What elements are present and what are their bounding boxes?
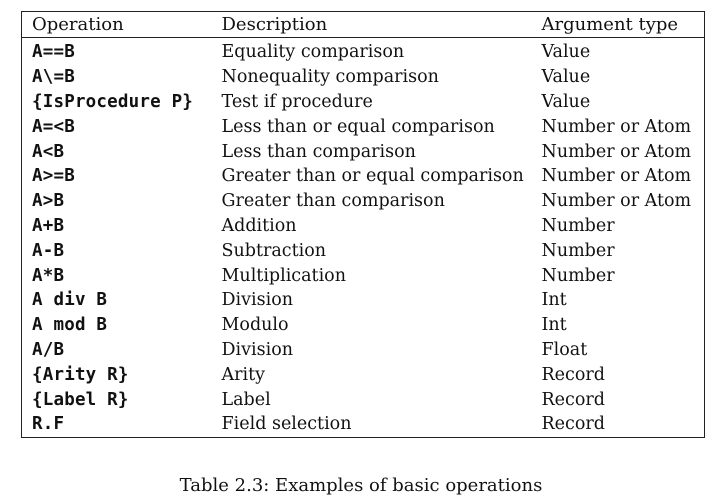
operation-cell: A>B (32, 191, 65, 212)
argument-type-cell: Record (541, 364, 605, 385)
description-cell: Field selection (221, 414, 352, 435)
argument-type-cell: Record (541, 389, 605, 410)
argument-type-cell: Number or Atom (541, 166, 692, 187)
argument-type-cell: Value (541, 91, 591, 112)
description-cell: Addition (221, 215, 297, 236)
column-header-operation: Operation (21, 11, 212, 38)
argument-type-cell: Record (541, 414, 605, 435)
table-row: A mod B Modulo Int (22, 313, 705, 338)
argument-type-cell: Number or Atom (541, 141, 692, 162)
operation-cell: A\=B (32, 67, 75, 88)
argument-type-cell: Number (541, 265, 615, 286)
argument-type-cell: Float (541, 339, 588, 360)
description-cell: Nonequality comparison (221, 67, 439, 88)
description-cell: Less than or equal comparison (221, 116, 495, 137)
table-row: A>=B Greater than or equal comparison Nu… (22, 164, 705, 189)
operation-cell: R.F (32, 414, 65, 435)
operation-cell: {Label R} (32, 389, 129, 410)
table-row: {Arity R} Arity Record (22, 362, 705, 387)
table-row: {IsProcedure P} Test if procedure Value (22, 90, 705, 115)
table-row: A>B Greater than comparison Number or At… (22, 189, 705, 214)
argument-type-cell: Number (541, 240, 615, 261)
description-cell: Greater than comparison (221, 191, 445, 212)
table-header-row: Operation Description Argument type (21, 11, 705, 38)
table-row: A div B Division Int (22, 288, 705, 313)
table-row: A==B Equality comparison Value (22, 38, 705, 65)
operation-cell: A+B (32, 215, 65, 236)
operation-cell: A*B (32, 265, 65, 286)
table-row: A*B Multiplication Number (22, 263, 705, 288)
operation-cell: A=<B (32, 116, 75, 137)
table-row: {Label R} Label Record (22, 387, 705, 412)
description-cell: Greater than or equal comparison (221, 166, 524, 187)
table-caption: Table 2.3: Examples of basic operations (179, 475, 543, 496)
basic-operations-table: Operation Description Argument type A==B… (21, 11, 705, 438)
table-row: A=<B Less than or equal comparison Numbe… (22, 114, 705, 139)
argument-type-cell: Value (541, 67, 591, 88)
argument-type-cell: Int (541, 315, 567, 336)
argument-type-cell: Number (541, 215, 615, 236)
description-cell: Arity (221, 364, 266, 385)
table-row: A\=B Nonequality comparison Value (22, 65, 705, 90)
argument-type-cell: Number or Atom (541, 116, 692, 137)
column-header-argument-type: Argument type (531, 11, 705, 38)
table-row: A-B Subtraction Number (22, 238, 705, 263)
operation-cell: {IsProcedure P} (32, 91, 194, 112)
table-row: A+B Addition Number (22, 214, 705, 239)
description-cell: Multiplication (221, 265, 346, 286)
table-row: A<B Less than comparison Number or Atom (22, 139, 705, 164)
description-cell: Division (221, 339, 294, 360)
operation-cell: {Arity R} (32, 364, 129, 385)
operation-cell: A-B (32, 240, 65, 261)
description-cell: Less than comparison (221, 141, 416, 162)
table-row: R.F Field selection Record (22, 412, 705, 437)
argument-type-cell: Value (541, 42, 591, 63)
description-cell: Test if procedure (221, 91, 373, 112)
operation-cell: A==B (32, 42, 75, 63)
description-cell: Division (221, 290, 294, 311)
operation-cell: A<B (32, 141, 65, 162)
column-header-description: Description (211, 11, 532, 38)
description-cell: Subtraction (221, 240, 327, 261)
operation-cell: A div B (32, 290, 108, 311)
argument-type-cell: Number or Atom (541, 191, 692, 212)
operation-cell: A>=B (32, 166, 75, 187)
description-cell: Equality comparison (221, 42, 405, 63)
argument-type-cell: Int (541, 290, 567, 311)
operation-cell: A/B (32, 339, 65, 360)
description-cell: Label (221, 389, 271, 410)
operation-cell: A mod B (32, 315, 108, 336)
table-row: A/B Division Float (22, 338, 705, 363)
description-cell: Modulo (221, 315, 289, 336)
